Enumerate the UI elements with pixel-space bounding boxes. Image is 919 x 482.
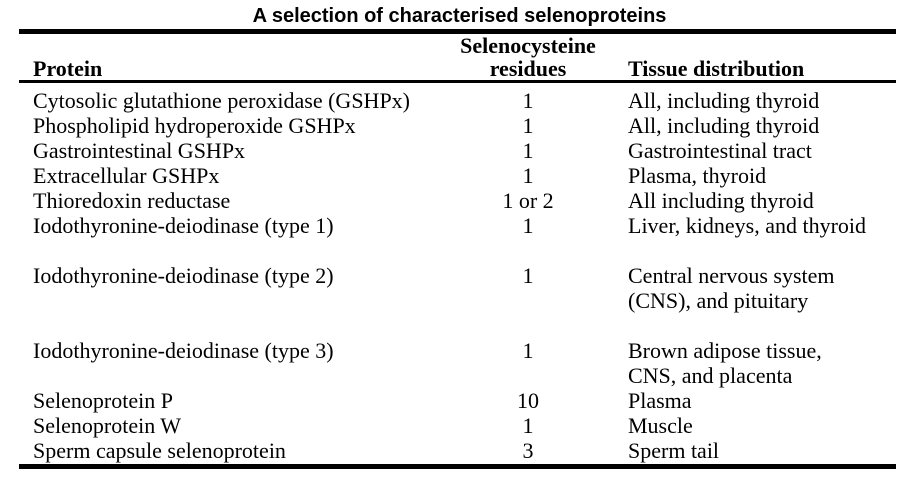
table-row: Phospholipid hydroperoxide GSHPx 1 All, … [19, 113, 896, 138]
residues-cell: 10 [517, 388, 539, 413]
table-row: Iodothyronine-deiodinase (type 3) 1 Brow… [19, 338, 896, 388]
tissue-line: All including thyroid [628, 188, 814, 213]
residues-cell: 1 [522, 263, 534, 288]
table-row: Sperm capsule selenoprotein 3 Sperm tail [19, 438, 896, 463]
tissue-cell: All, including thyroid [616, 88, 896, 113]
tissue-cell: Plasma [616, 388, 896, 413]
tissue-cell: All including thyroid [616, 188, 896, 213]
tissue-line: All, including thyroid [628, 88, 820, 113]
residues-cell: 1 [522, 213, 534, 238]
bottom-rule [19, 464, 896, 469]
protein-cell: Iodothyronine-deiodinase (type 2) [33, 263, 334, 288]
residues-cell: 1 [522, 163, 534, 188]
tissue-cell: Sperm tail [616, 438, 896, 463]
protein-cell: Phospholipid hydroperoxide GSHPx [33, 113, 356, 138]
protein-cell: Selenoprotein W [33, 413, 182, 438]
residues-cell: 1 or 2 [502, 188, 554, 213]
tissue-line: Gastrointestinal tract [628, 138, 812, 163]
col-header-protein: Protein [33, 56, 103, 81]
tissue-line: All, including thyroid [628, 113, 820, 138]
col-header-tissue: Tissue distribution [628, 56, 805, 81]
tissue-line: Liver, kidneys, and thyroid [628, 213, 867, 238]
tissue-line: Plasma, thyroid [628, 163, 767, 188]
tissue-cell: Brown adipose tissue, CNS, and placenta [616, 338, 896, 388]
header-rule [19, 80, 896, 83]
table-row: Extracellular GSHPx 1 Plasma, thyroid [19, 163, 896, 188]
tissue-cell: Gastrointestinal tract [616, 138, 896, 163]
page-title: A selection of characterised selenoprote… [252, 5, 667, 27]
protein-cell: Selenoprotein P [33, 388, 173, 413]
protein-cell: Sperm capsule selenoprotein [33, 438, 286, 463]
residues-cell: 1 [522, 413, 534, 438]
table-row: Thioredoxin reductase 1 or 2 All includi… [19, 188, 896, 213]
tissue-line: (CNS), and pituitary [628, 288, 809, 313]
tissue-cell: Central nervous system (CNS), and pituita… [616, 263, 896, 313]
tissue-line: Central nervous system [628, 263, 835, 288]
tissue-cell: All, including thyroid [616, 113, 896, 138]
protein-cell: Extracellular GSHPx [33, 163, 220, 188]
tissue-line: Plasma [628, 388, 692, 413]
col-header-residues: Selenocysteine residues [440, 34, 616, 80]
table-header-row: Protein Selenocysteine residues Tissue d… [19, 34, 896, 80]
tissue-line: CNS, and placenta [628, 363, 793, 388]
col-header-residues-line2: residues [489, 56, 567, 81]
table-row: Gastrointestinal GSHPx 1 Gastrointestina… [19, 138, 896, 163]
tissue-cell: Muscle [616, 413, 896, 438]
col-header-residues-line1: Selenocysteine [460, 33, 596, 58]
protein-cell: Cytosolic glutathione peroxidase (GSHPx) [33, 88, 411, 113]
protein-cell: Iodothyronine-deiodinase (type 3) [33, 338, 334, 363]
tissue-line: Sperm tail [628, 438, 720, 463]
residues-cell: 1 [522, 113, 534, 138]
residues-cell: 1 [522, 138, 534, 163]
table-row: Cytosolic glutathione peroxidase (GSHPx)… [19, 88, 896, 113]
table-row: Selenoprotein W 1 Muscle [19, 413, 896, 438]
protein-cell: Gastrointestinal GSHPx [33, 138, 246, 163]
residues-cell: 3 [522, 438, 534, 463]
table-row: Selenoprotein P 10 Plasma [19, 388, 896, 413]
residues-cell: 1 [522, 88, 534, 113]
table-row: Iodothyronine-deiodinase (type 1) 1 Live… [19, 213, 896, 238]
protein-cell: Thioredoxin reductase [33, 188, 231, 213]
tissue-cell: Liver, kidneys, and thyroid [616, 213, 896, 238]
protein-cell: Iodothyronine-deiodinase (type 1) [33, 213, 334, 238]
tissue-line: Brown adipose tissue, [628, 338, 822, 363]
residues-cell: 1 [522, 338, 534, 363]
top-rule [19, 29, 896, 34]
table-body: Cytosolic glutathione peroxidase (GSHPx)… [19, 88, 896, 463]
tissue-line: Muscle [628, 413, 693, 438]
table-row: Iodothyronine-deiodinase (type 2) 1 Cent… [19, 263, 896, 313]
tissue-cell: Plasma, thyroid [616, 163, 896, 188]
